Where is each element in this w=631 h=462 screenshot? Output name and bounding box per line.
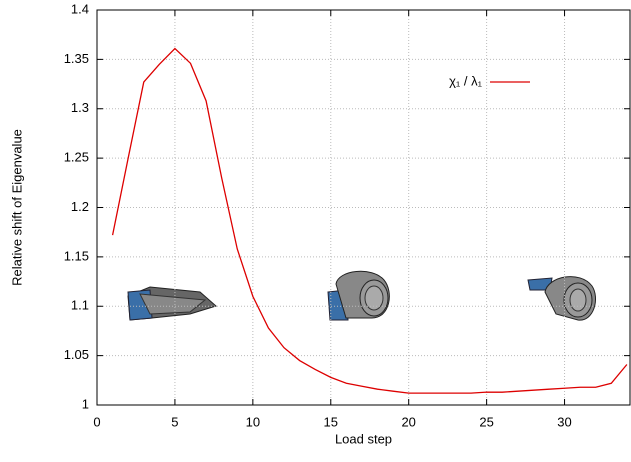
x-tick-label: 5: [171, 414, 178, 429]
x-axis-label: Load step: [335, 431, 392, 446]
x-tick-label: 25: [479, 414, 493, 429]
y-tick-label: 1.2: [71, 199, 89, 214]
y-tick-label: 1.1: [71, 298, 89, 313]
y-tick-label: 1: [82, 396, 89, 411]
y-tick-label: 1.3: [71, 100, 89, 115]
y-tick-label: 1.4: [71, 1, 89, 16]
y-tick-label: 1.25: [64, 150, 89, 165]
legend-label: χ₁ / λ₁: [449, 73, 483, 88]
x-tick-label: 30: [557, 414, 571, 429]
y-tick-label: 1.05: [64, 347, 89, 362]
y-axis-label: Relative shift of Eigenvalue: [9, 129, 24, 286]
y-tick-label: 1.35: [64, 51, 89, 66]
x-tick-label: 20: [401, 414, 415, 429]
x-tick-label: 10: [246, 414, 260, 429]
x-tick-label: 0: [93, 414, 100, 429]
deformed-shape-icons: [127, 270, 596, 321]
plot-frame: [96, 9, 631, 406]
x-tick-label: 15: [324, 414, 338, 429]
data-line: [111, 47, 628, 394]
y-tick-label: 1.15: [64, 248, 89, 263]
